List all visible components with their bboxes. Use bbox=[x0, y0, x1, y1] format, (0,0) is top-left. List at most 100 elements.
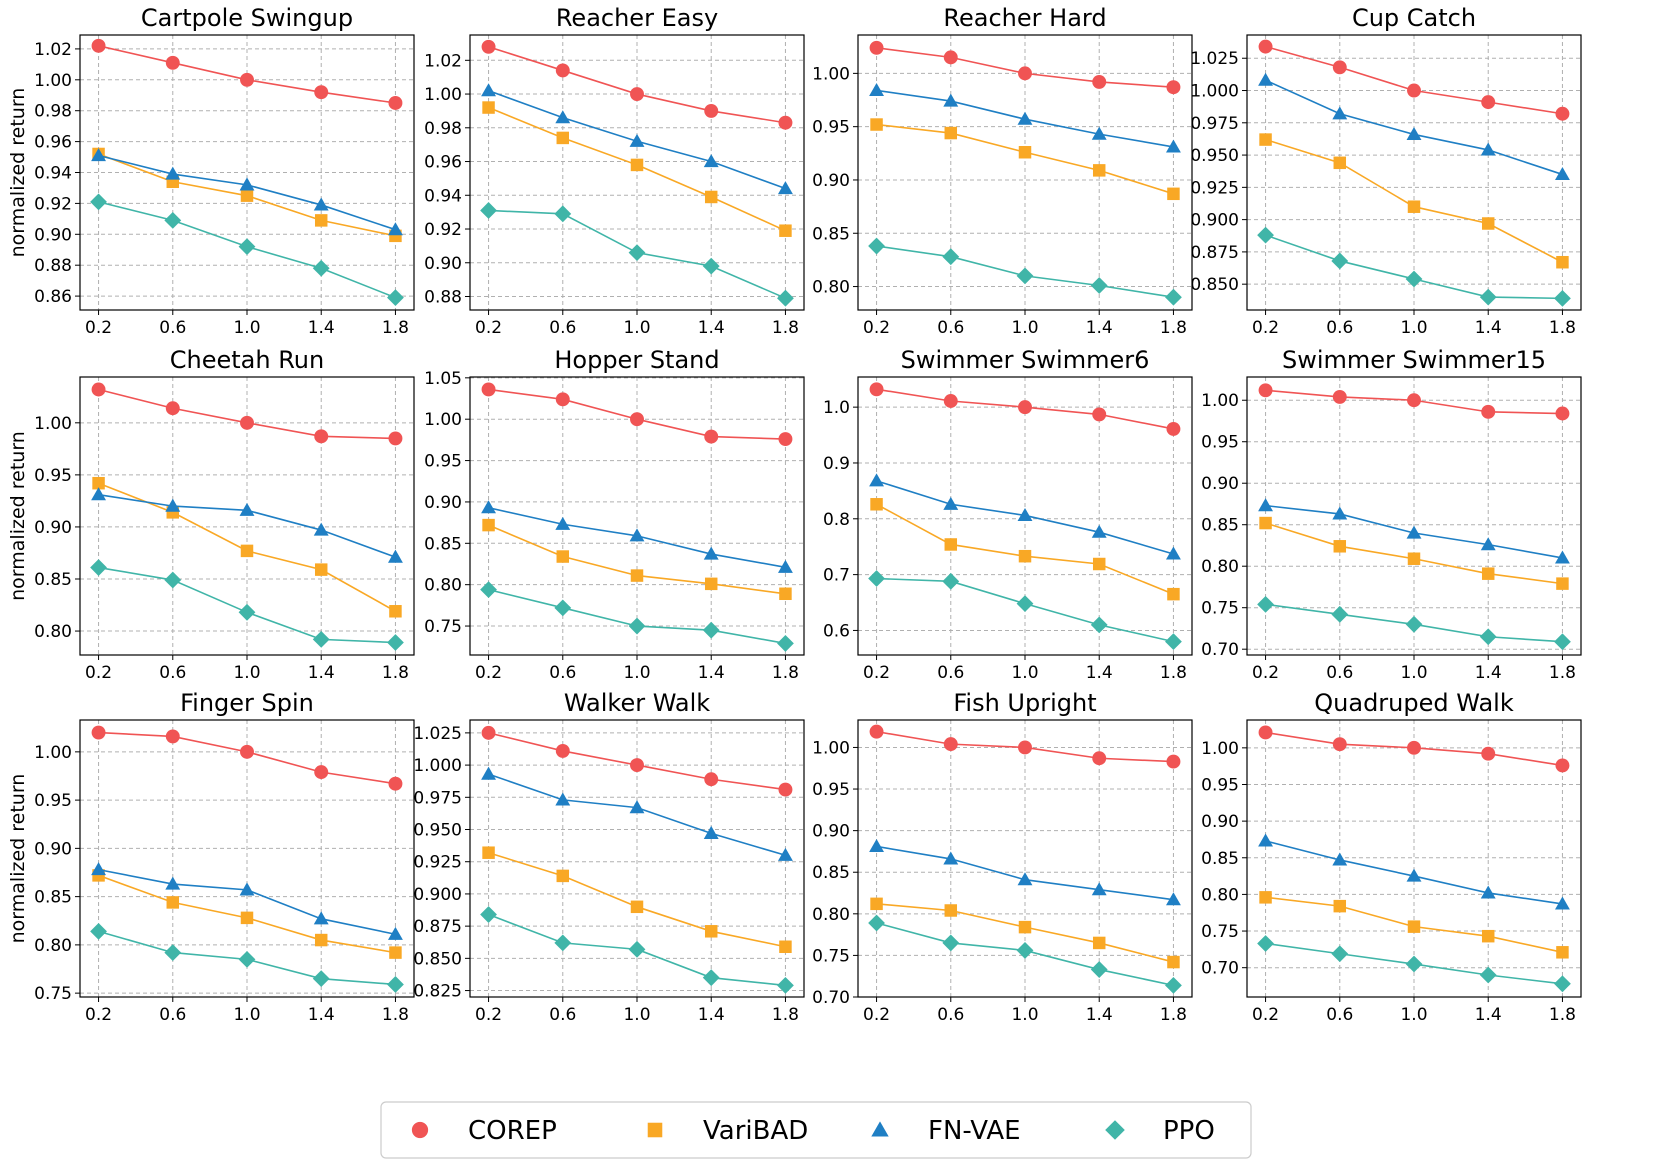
y-tick-label: 0.925 bbox=[1190, 178, 1239, 198]
data-point-fn-vae bbox=[1017, 872, 1033, 886]
data-point-fn-vae bbox=[1332, 106, 1348, 120]
data-point-corep bbox=[1407, 83, 1421, 98]
data-point-ppo bbox=[1554, 633, 1571, 651]
x-tick-label: 1.4 bbox=[1086, 663, 1113, 683]
data-point-fn-vae bbox=[1480, 142, 1496, 156]
data-point-varibad bbox=[779, 224, 792, 237]
data-point-varibad bbox=[1481, 929, 1495, 943]
x-tick-label: 1.8 bbox=[772, 318, 799, 338]
data-point-fn-vae bbox=[239, 502, 255, 516]
data-point-ppo bbox=[387, 976, 404, 993]
data-point-varibad bbox=[1407, 920, 1421, 933]
data-point-fn-vae bbox=[91, 148, 106, 162]
x-tick-label: 1.0 bbox=[1400, 318, 1427, 338]
y-tick-label: 0.85 bbox=[812, 863, 850, 883]
x-tick-label: 1.8 bbox=[1549, 1005, 1576, 1025]
data-point-ppo bbox=[1016, 267, 1034, 285]
data-point-corep bbox=[1481, 746, 1496, 761]
y-tick-label: 0.85 bbox=[34, 570, 72, 590]
y-tick-label: 0.90 bbox=[424, 254, 462, 274]
y-tick-label: 1.025 bbox=[413, 724, 462, 744]
x-tick-label: 0.2 bbox=[1252, 663, 1279, 683]
y-tick-label: 0.86 bbox=[34, 287, 72, 307]
data-point-ppo bbox=[1331, 945, 1349, 963]
data-point-fn-vae bbox=[1406, 525, 1422, 539]
y-tick-label: 0.90 bbox=[812, 171, 850, 191]
data-point-ppo bbox=[90, 922, 107, 940]
x-tick-label: 0.2 bbox=[1252, 1005, 1279, 1025]
data-point-fn-vae bbox=[629, 800, 645, 814]
data-point-fn-vae bbox=[869, 473, 884, 487]
data-point-ppo bbox=[777, 289, 794, 307]
y-tick-label: 0.95 bbox=[1201, 775, 1239, 795]
data-point-ppo bbox=[312, 630, 330, 648]
x-tick-label: 1.4 bbox=[1475, 1005, 1502, 1025]
subplot-reacher-hard: 0.2 0.6 1.0 1.4 1.8 0.80 0.85 0.90 0.95 1.00 Reach… bbox=[812, 4, 1193, 338]
data-point-ppo bbox=[554, 934, 572, 952]
x-tick-label: 0.6 bbox=[937, 1005, 964, 1025]
data-point-corep bbox=[240, 415, 254, 430]
x-tick-label: 0.6 bbox=[549, 318, 576, 338]
data-point-fn-vae bbox=[1480, 885, 1496, 899]
y-tick-label: 0.90 bbox=[1201, 812, 1239, 832]
data-point-ppo bbox=[1479, 628, 1497, 646]
plot-frame bbox=[1246, 376, 1582, 656]
y-tick-label: 0.88 bbox=[424, 288, 462, 308]
subplot-title: Cup Catch bbox=[1352, 4, 1476, 32]
y-tick-label: 0.825 bbox=[413, 982, 462, 1002]
data-point-corep bbox=[481, 382, 496, 397]
y-tick-label: 0.70 bbox=[1201, 640, 1239, 660]
data-point-fn-vae bbox=[1555, 166, 1570, 181]
data-point-varibad bbox=[556, 869, 570, 883]
legend-label-corep: COREP bbox=[468, 1116, 557, 1146]
data-point-fn-vae bbox=[1166, 892, 1181, 906]
y-tick-label: 0.850 bbox=[413, 949, 462, 969]
x-tick-label: 1.0 bbox=[1011, 318, 1038, 338]
y-tick-label: 0.95 bbox=[1201, 433, 1239, 453]
data-point-fn-vae bbox=[778, 559, 793, 573]
data-point-corep bbox=[869, 382, 884, 397]
data-point-fn-vae bbox=[943, 496, 959, 510]
data-point-fn-vae bbox=[165, 876, 181, 890]
data-point-corep bbox=[630, 758, 644, 773]
x-tick-label: 0.6 bbox=[159, 663, 186, 683]
y-tick-label: 1.00 bbox=[812, 64, 850, 84]
y-axis-label: normalized return bbox=[7, 431, 29, 601]
data-point-corep bbox=[1018, 740, 1032, 755]
y-tick-label: 0.95 bbox=[424, 452, 462, 472]
data-point-varibad bbox=[1556, 577, 1569, 590]
data-point-ppo bbox=[480, 202, 497, 219]
y-tick-label: 0.80 bbox=[34, 936, 72, 956]
data-point-ppo bbox=[238, 238, 256, 256]
data-point-corep bbox=[388, 431, 403, 446]
data-point-corep bbox=[1166, 80, 1181, 95]
data-point-fn-vae bbox=[1017, 111, 1033, 125]
y-tick-label: 0.90 bbox=[424, 493, 462, 513]
y-tick-label: 0.95 bbox=[812, 780, 850, 800]
data-point-fn-vae bbox=[1258, 72, 1273, 86]
y-tick-label: 0.88 bbox=[34, 256, 72, 276]
data-point-ppo bbox=[868, 570, 885, 587]
x-tick-label: 0.6 bbox=[1326, 318, 1353, 338]
data-point-fn-vae bbox=[555, 792, 571, 806]
data-point-varibad bbox=[870, 118, 883, 131]
data-point-corep bbox=[869, 40, 884, 55]
x-tick-label: 1.8 bbox=[772, 1005, 799, 1025]
data-point-corep bbox=[1555, 406, 1570, 421]
data-point-fn-vae bbox=[1480, 537, 1496, 551]
y-tick-label: 0.70 bbox=[812, 988, 850, 1008]
data-point-varibad bbox=[1018, 146, 1032, 159]
y-tick-label: 0.875 bbox=[413, 917, 462, 937]
data-point-ppo bbox=[1405, 955, 1423, 973]
y-tick-label: 0.96 bbox=[34, 133, 72, 153]
y-axis-label: normalized return bbox=[7, 774, 29, 944]
data-point-corep bbox=[1166, 421, 1181, 436]
x-tick-label: 1.8 bbox=[1160, 318, 1187, 338]
data-point-varibad bbox=[1407, 552, 1421, 565]
data-point-varibad bbox=[240, 544, 254, 558]
data-point-corep bbox=[165, 55, 180, 70]
y-tick-label: 0.95 bbox=[812, 118, 850, 138]
data-point-varibad bbox=[1167, 587, 1180, 601]
data-point-ppo bbox=[942, 248, 960, 266]
subplot-title: Cheetah Run bbox=[170, 346, 324, 374]
